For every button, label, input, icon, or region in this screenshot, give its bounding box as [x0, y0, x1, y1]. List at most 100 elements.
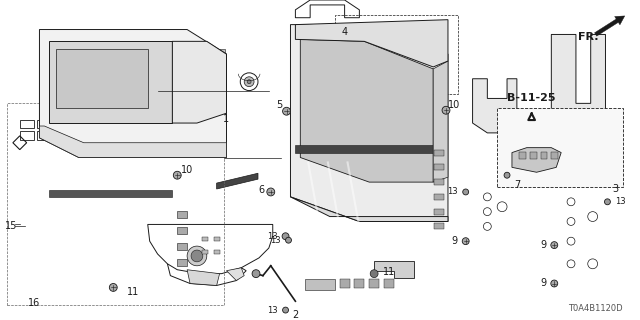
Circle shape — [157, 78, 174, 95]
Bar — [541, 152, 547, 159]
Bar — [7, 103, 223, 305]
Text: 9: 9 — [452, 236, 458, 246]
Bar — [296, 145, 438, 153]
Polygon shape — [187, 270, 220, 285]
Circle shape — [187, 246, 207, 266]
Polygon shape — [472, 79, 517, 133]
Circle shape — [588, 212, 598, 221]
Polygon shape — [227, 268, 244, 281]
Bar — [434, 194, 444, 200]
Text: T0A4B1120D: T0A4B1120D — [568, 304, 623, 313]
Bar — [497, 108, 623, 187]
FancyArrow shape — [595, 16, 625, 36]
Text: 2: 2 — [292, 310, 298, 320]
Circle shape — [463, 189, 468, 195]
Circle shape — [483, 208, 492, 216]
Circle shape — [370, 270, 378, 277]
Text: 5: 5 — [276, 100, 283, 110]
Circle shape — [504, 172, 510, 178]
Bar — [177, 228, 187, 234]
Bar — [177, 243, 187, 250]
Circle shape — [247, 80, 251, 84]
Polygon shape — [433, 61, 448, 182]
Text: B-11-25: B-11-25 — [508, 93, 556, 103]
Bar — [335, 15, 458, 93]
Text: 13: 13 — [615, 197, 626, 206]
Bar — [530, 152, 536, 159]
Circle shape — [462, 238, 469, 244]
Bar — [48, 120, 66, 128]
Bar — [377, 39, 387, 51]
Bar — [49, 190, 172, 197]
Circle shape — [209, 48, 214, 54]
Text: 4: 4 — [342, 27, 348, 36]
Circle shape — [161, 82, 170, 92]
Text: 9: 9 — [540, 278, 547, 289]
Text: 1: 1 — [223, 114, 230, 124]
Text: 11: 11 — [383, 267, 395, 277]
Polygon shape — [291, 197, 448, 221]
Text: FR.: FR. — [579, 32, 599, 43]
Polygon shape — [217, 173, 258, 189]
Bar — [434, 164, 444, 170]
Circle shape — [567, 237, 575, 245]
Polygon shape — [40, 29, 227, 157]
Text: 9: 9 — [540, 240, 547, 250]
Bar — [340, 279, 349, 288]
Bar — [434, 223, 444, 229]
Bar — [36, 120, 46, 128]
Bar — [202, 250, 208, 254]
Circle shape — [588, 259, 598, 269]
Circle shape — [567, 260, 575, 268]
Polygon shape — [56, 49, 148, 108]
Text: 3: 3 — [612, 184, 618, 194]
Text: 13: 13 — [267, 232, 278, 241]
Circle shape — [285, 237, 291, 243]
Bar — [214, 237, 220, 241]
Text: 16: 16 — [28, 298, 41, 308]
Circle shape — [109, 284, 117, 292]
Circle shape — [173, 171, 181, 179]
Bar — [551, 152, 558, 159]
Bar — [305, 279, 335, 290]
Circle shape — [283, 307, 289, 313]
Bar — [434, 209, 444, 215]
Circle shape — [551, 242, 557, 249]
Circle shape — [483, 222, 492, 230]
Text: 15: 15 — [4, 221, 17, 231]
Text: 10: 10 — [181, 165, 193, 175]
Polygon shape — [296, 20, 448, 67]
Bar — [177, 211, 187, 218]
Bar — [391, 39, 408, 51]
Text: 7: 7 — [514, 180, 520, 190]
Circle shape — [605, 199, 611, 205]
Polygon shape — [172, 41, 227, 123]
Circle shape — [244, 77, 254, 87]
Circle shape — [207, 46, 217, 56]
Circle shape — [567, 218, 575, 225]
Polygon shape — [291, 25, 448, 221]
Text: 13: 13 — [267, 306, 278, 315]
Bar — [200, 49, 225, 64]
Bar — [20, 120, 33, 128]
Circle shape — [567, 198, 575, 206]
Bar — [36, 131, 58, 140]
Text: 11: 11 — [127, 287, 139, 297]
Circle shape — [283, 107, 291, 115]
Text: 13: 13 — [447, 188, 458, 196]
Text: 10: 10 — [448, 100, 460, 110]
Polygon shape — [40, 126, 227, 157]
Polygon shape — [49, 41, 172, 123]
Circle shape — [483, 193, 492, 201]
Bar — [434, 179, 444, 185]
Text: 6: 6 — [259, 185, 265, 195]
Text: 13: 13 — [270, 236, 280, 245]
Circle shape — [240, 73, 258, 91]
Circle shape — [442, 106, 450, 114]
Bar — [384, 279, 394, 288]
Bar — [20, 131, 33, 140]
Polygon shape — [551, 35, 605, 133]
Circle shape — [191, 250, 203, 262]
Circle shape — [267, 188, 275, 196]
Polygon shape — [374, 261, 413, 277]
